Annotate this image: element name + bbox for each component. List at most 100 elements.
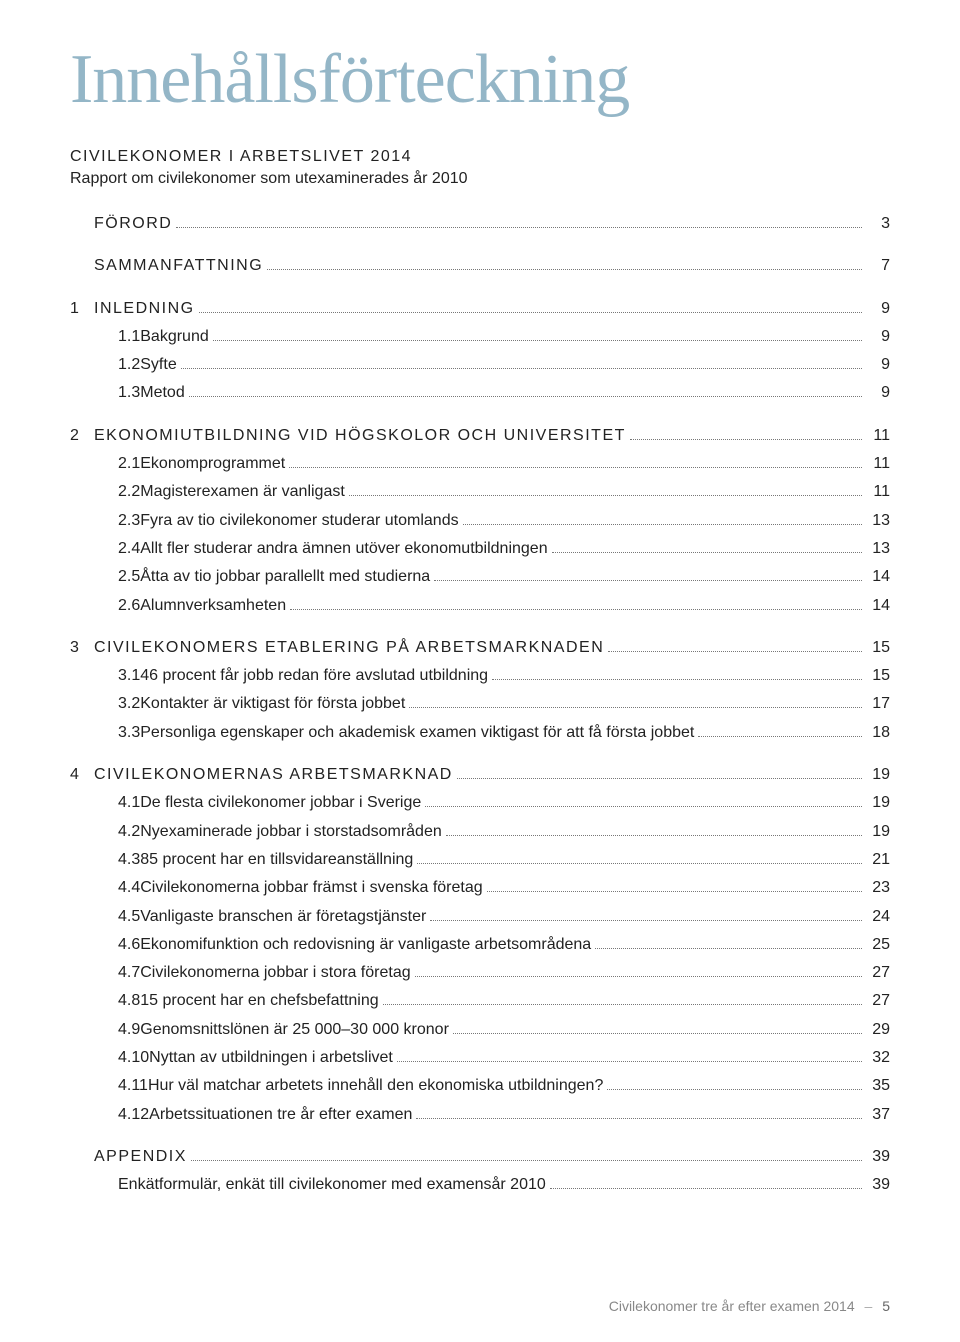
toc-page-number: 9 (866, 353, 890, 378)
toc-page-number: 7 (866, 254, 890, 279)
toc-entry-sub: 1.1Bakgrund9 (70, 325, 890, 350)
toc-page-number: 9 (866, 325, 890, 350)
toc-number: 4 (70, 763, 94, 788)
toc-label: Ekonomifunktion och redovisning är vanli… (140, 933, 591, 958)
toc-gap (70, 622, 890, 636)
toc-label: 85 procent har en tillsvidareanställning (140, 848, 413, 873)
toc-entry-sub: 4.815 procent har en chefsbefattning27 (70, 989, 890, 1014)
toc-page-number: 11 (866, 480, 890, 505)
toc-gap (70, 1131, 890, 1145)
toc-leader-dots (608, 651, 862, 652)
toc-leader-dots (457, 778, 862, 779)
toc-page-number: 9 (866, 297, 890, 322)
toc-entry-sub: 3.146 procent får jobb redan före avslut… (70, 664, 890, 689)
toc-page-number: 35 (866, 1074, 890, 1099)
toc-entry-sub: 4.9Genomsnittslönen är 25 000–30 000 kro… (70, 1018, 890, 1043)
toc-number: 2 (70, 424, 94, 449)
toc-label: Vanligaste branschen är företagstjänster (140, 905, 426, 930)
toc-entry-sub: 4.385 procent har en tillsvidareanställn… (70, 848, 890, 873)
toc-leader-dots (595, 948, 862, 949)
toc-leader-dots (397, 1061, 862, 1062)
toc-label: Bakgrund (140, 325, 209, 350)
toc-label: Arbetssituationen tre år efter examen (149, 1103, 412, 1128)
toc-number: 4.5 (70, 905, 140, 930)
toc-leader-dots (189, 396, 862, 397)
toc-entry-sub: Enkätformulär, enkät till civilekonomer … (70, 1173, 890, 1198)
toc-number: 3.2 (70, 692, 140, 717)
toc-number: 4.7 (70, 961, 140, 986)
toc-entry-sub: 4.11Hur väl matchar arbetets innehåll de… (70, 1074, 890, 1099)
toc-page-number: 19 (866, 820, 890, 845)
toc-label: 15 procent har en chefsbefattning (140, 989, 378, 1014)
footer-page-number: 5 (882, 1298, 890, 1314)
toc-number: 2.3 (70, 509, 140, 534)
toc-leader-dots (213, 340, 862, 341)
toc-number: 4.2 (70, 820, 140, 845)
toc-page-number: 13 (866, 509, 890, 534)
toc-number: 2.6 (70, 594, 140, 619)
toc-entry-top: SAMMANFATTNING 7 (70, 254, 890, 279)
toc-label: Syfte (140, 353, 176, 378)
toc-number: 4.9 (70, 1018, 140, 1043)
toc-gap (70, 283, 890, 297)
toc-number: 4.4 (70, 876, 140, 901)
toc-entry-top: 4CIVILEKONOMERNAS ARBETSMARKNAD 19 (70, 763, 890, 788)
toc-label: Civilekonomerna jobbar främst i svenska … (140, 876, 482, 901)
toc-label: Nyttan av utbildningen i arbetslivet (149, 1046, 393, 1071)
toc-leader-dots (453, 1033, 862, 1034)
toc-label: SAMMANFATTNING (94, 254, 263, 279)
toc-page-number: 25 (866, 933, 890, 958)
toc-entry-top: FÖRORD3 (70, 212, 890, 237)
toc-number: 2.4 (70, 537, 140, 562)
toc-entry-sub: 4.4Civilekonomerna jobbar främst i svens… (70, 876, 890, 901)
toc-page-number: 21 (866, 848, 890, 873)
toc-entry-sub: 2.5Åtta av tio jobbar parallellt med stu… (70, 565, 890, 590)
toc-number: 2.1 (70, 452, 140, 477)
toc-leader-dots (191, 1160, 862, 1161)
toc-leader-dots (550, 1188, 862, 1189)
toc-page-number: 11 (866, 452, 890, 477)
toc-entry-top: APPENDIX39 (70, 1145, 890, 1170)
toc-label: CIVILEKONOMERNAS ARBETSMARKNAD (94, 763, 453, 788)
toc-gap (70, 240, 890, 254)
page-title: Innehållsförteckning (70, 40, 890, 120)
toc-leader-dots (430, 920, 862, 921)
toc-entry-sub: 2.3Fyra av tio civilekonomer studerar ut… (70, 509, 890, 534)
toc-number: 4.11 (70, 1074, 148, 1099)
toc-page-number: 17 (866, 692, 890, 717)
toc-page-number: 19 (866, 763, 890, 788)
toc-entry-sub: 2.6Alumnverksamheten14 (70, 594, 890, 619)
toc-label: Kontakter är viktigast för första jobbet (140, 692, 405, 717)
toc-page-number: 23 (866, 876, 890, 901)
toc-label: Genomsnittslönen är 25 000–30 000 kronor (140, 1018, 449, 1043)
toc-leader-dots (199, 312, 862, 313)
toc-page-number: 39 (866, 1173, 890, 1198)
toc-entry-sub: 2.4Allt fler studerar andra ämnen utöver… (70, 537, 890, 562)
toc-entry-sub: 3.2Kontakter är viktigast för första job… (70, 692, 890, 717)
toc-label: Civilekonomerna jobbar i stora företag (140, 961, 410, 986)
toc-entry-top: 1INLEDNING9 (70, 297, 890, 322)
toc-entry-top: 3CIVILEKONOMERS ETABLERING PÅ ARBETSMARK… (70, 636, 890, 661)
toc-entry-sub: 2.2Magisterexamen är vanligast11 (70, 480, 890, 505)
toc-label: Ekonomprogrammet (140, 452, 285, 477)
toc-page-number: 29 (866, 1018, 890, 1043)
toc-number: 3.1 (70, 664, 140, 689)
toc-label: Åtta av tio jobbar parallellt med studie… (140, 565, 430, 590)
toc-label: Personliga egenskaper och akademisk exam… (140, 721, 694, 746)
toc-number: 3 (70, 636, 94, 661)
toc-label: APPENDIX (94, 1145, 187, 1170)
toc-page-number: 24 (866, 905, 890, 930)
toc-entry-sub: 4.5Vanligaste branschen är företagstjäns… (70, 905, 890, 930)
toc-leader-dots (416, 1118, 862, 1119)
toc-page-number: 18 (866, 721, 890, 746)
toc-leader-dots (267, 269, 862, 270)
toc-page-number: 3 (866, 212, 890, 237)
toc-entry-sub: 4.6Ekonomifunktion och redovisning är va… (70, 933, 890, 958)
toc-label: Nyexaminerade jobbar i storstadsområden (140, 820, 441, 845)
footer-label: Civilekonomer tre år efter examen 2014 (609, 1298, 855, 1314)
toc-label: CIVILEKONOMERS ETABLERING PÅ ARBETSMARKN… (94, 636, 604, 661)
toc-number: 1.2 (70, 353, 140, 378)
toc-number: 4.10 (70, 1046, 149, 1071)
subtitle-sub: Rapport om civilekonomer som utexaminera… (70, 170, 890, 188)
toc-entry-sub: 2.1Ekonomprogrammet 11 (70, 452, 890, 477)
